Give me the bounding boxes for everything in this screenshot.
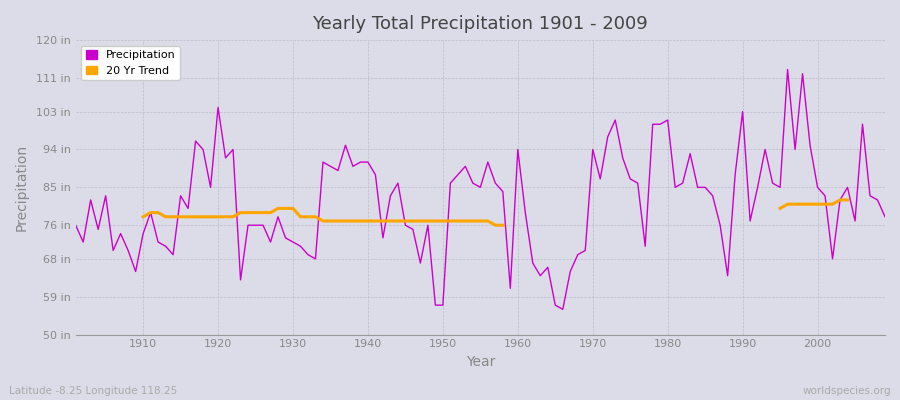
Legend: Precipitation, 20 Yr Trend: Precipitation, 20 Yr Trend xyxy=(81,46,180,80)
Y-axis label: Precipitation: Precipitation xyxy=(15,144,29,231)
Text: worldspecies.org: worldspecies.org xyxy=(803,386,891,396)
X-axis label: Year: Year xyxy=(465,355,495,369)
Text: Latitude -8.25 Longitude 118.25: Latitude -8.25 Longitude 118.25 xyxy=(9,386,177,396)
Title: Yearly Total Precipitation 1901 - 2009: Yearly Total Precipitation 1901 - 2009 xyxy=(312,15,648,33)
